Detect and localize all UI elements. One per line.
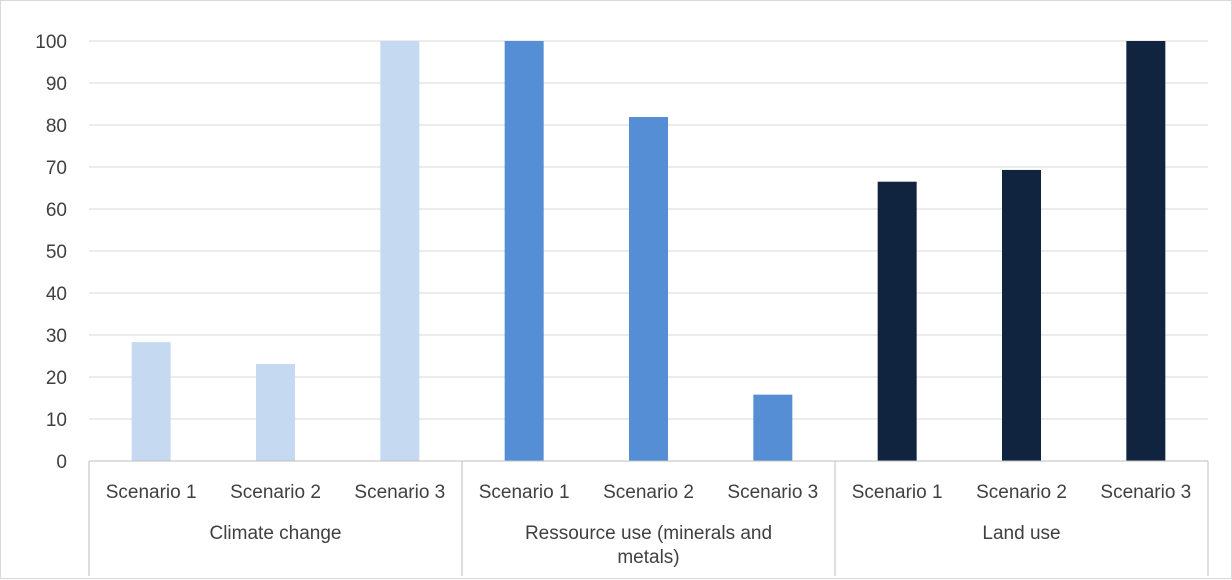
bar bbox=[877, 181, 917, 461]
x-category-label: Scenario 2 bbox=[603, 482, 694, 503]
y-tick-label: 0 bbox=[56, 452, 67, 473]
y-tick-label: 40 bbox=[46, 284, 67, 305]
x-group-label: metals) bbox=[617, 547, 679, 568]
x-axis: Scenario 1 Scenario 2 Scenario 3 Climate ch… bbox=[88, 460, 1209, 576]
x-category-label: Scenario 3 bbox=[354, 482, 445, 503]
bar bbox=[380, 41, 420, 461]
bar bbox=[131, 342, 171, 461]
y-tick-label: 30 bbox=[46, 326, 67, 347]
bar bbox=[504, 41, 544, 461]
x-category-label: Scenario 1 bbox=[106, 482, 197, 503]
x-category-label: Scenario 1 bbox=[479, 482, 570, 503]
y-tick-label: 20 bbox=[46, 368, 67, 389]
x-category-label: Scenario 2 bbox=[230, 482, 321, 503]
x-category-label: Scenario 2 bbox=[976, 482, 1067, 503]
bar bbox=[256, 363, 295, 461]
bar bbox=[629, 117, 668, 462]
y-tick-label: 90 bbox=[46, 74, 67, 95]
y-tick-label: 50 bbox=[46, 242, 67, 263]
y-tick-label: 10 bbox=[46, 410, 67, 431]
bars bbox=[131, 41, 1166, 462]
x-category-label: Scenario 3 bbox=[727, 482, 818, 503]
y-tick-label: 70 bbox=[46, 158, 67, 179]
x-group-label: Climate change bbox=[209, 523, 341, 544]
bar bbox=[1126, 41, 1166, 461]
y-axis-tick-labels: 0 10 20 30 40 50 60 70 80 90 100 bbox=[35, 32, 67, 473]
bar bbox=[753, 394, 793, 461]
x-category-label: Scenario 3 bbox=[1100, 482, 1191, 503]
y-tick-label: 60 bbox=[46, 200, 67, 221]
bar bbox=[1002, 169, 1041, 461]
x-group-label: Land use bbox=[982, 523, 1060, 544]
x-category-label: Scenario 1 bbox=[852, 482, 943, 503]
y-tick-label: 100 bbox=[35, 32, 67, 53]
x-group-label: Ressource use (minerals and bbox=[525, 523, 772, 544]
y-tick-label: 80 bbox=[46, 116, 67, 137]
